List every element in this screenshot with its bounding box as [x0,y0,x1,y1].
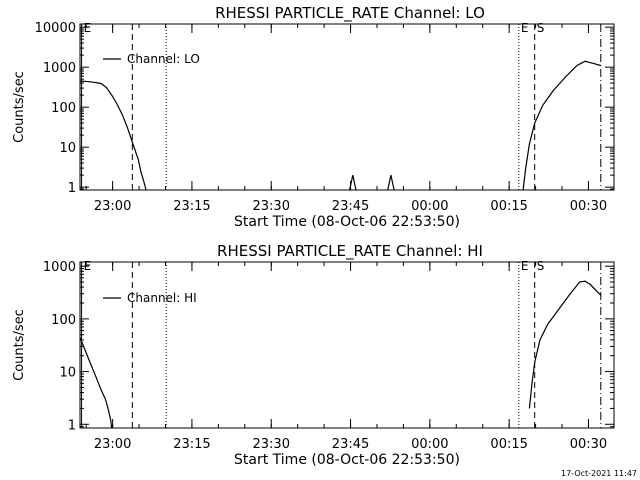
x-axis-ticks: 23:00 23:15 23:30 23:45 00:00 00:15 00:30 [85,24,607,214]
chart-title: RHESSI PARTICLE_RATE Channel: LO [215,4,485,23]
series-line [349,174,357,191]
x-axis-label: Start Time (08-Oct-06 22:53:50) [234,452,460,468]
y-axis-label: Counts/sec [12,309,27,381]
event-marker-label: E [521,259,529,273]
x-tick-label: 23:15 [173,199,210,214]
chart-panel-lo: RHESSI PARTICLE_RATE Channel: LO 1101001… [12,4,615,230]
series-line [528,280,602,409]
y-tick-label: 10000 [35,21,76,36]
chart-panel-hi: RHESSI PARTICLE_RATE Channel: HI 1101001… [12,242,615,468]
y-tick-label: 1000 [43,61,76,76]
legend-label: Channel: HI [127,291,197,305]
series-line [79,80,147,191]
x-tick-label: 23:00 [94,437,131,452]
y-axis-ticks: 1 10 100 1000 10000 [35,21,614,196]
x-tick-label: 23:45 [332,199,369,214]
legend: Channel: LO [103,52,200,66]
event-marker-label: E [521,21,529,35]
y-tick-label: 1000 [43,260,76,275]
series-line [522,60,601,191]
legend-label: Channel: LO [127,52,200,66]
y-tick-label: 1 [68,181,76,196]
x-axis-ticks: 23:00 23:15 23:30 23:45 00:00 00:15 00:30 [85,262,607,452]
x-tick-label: 23:30 [253,437,290,452]
legend: Channel: HI [103,291,197,305]
x-tick-label: 00:15 [490,199,527,214]
x-tick-label: 00:30 [570,199,607,214]
y-axis-label: Counts/sec [12,71,27,143]
event-marker-label: S [537,259,545,273]
event-marker-label: E [84,259,92,273]
y-tick-label: 100 [51,101,76,116]
series-line [79,336,113,429]
x-tick-label: 00:00 [411,199,448,214]
x-tick-label: 23:30 [253,199,290,214]
x-tick-label: 00:30 [570,437,607,452]
data-series [79,280,602,429]
footer-timestamp: 17-Oct-2021 11:47 [561,469,637,478]
x-tick-label: 00:00 [411,437,448,452]
plot-frame [79,261,615,429]
x-axis-label: Start Time (08-Oct-06 22:53:50) [234,214,460,230]
event-marker-label: E [84,21,92,35]
series-line [387,174,395,191]
y-tick-label: 10 [59,141,76,156]
event-marker-label: S [537,21,545,35]
chart-title: RHESSI PARTICLE_RATE Channel: HI [217,242,483,261]
data-series [79,60,601,191]
x-tick-label: 23:45 [332,437,369,452]
y-tick-label: 100 [51,313,76,328]
y-axis-ticks: 1 10 100 1000 [43,260,614,433]
x-tick-label: 23:15 [173,437,210,452]
x-tick-label: 00:15 [490,437,527,452]
y-tick-label: 1 [68,418,76,433]
x-tick-label: 23:00 [94,199,131,214]
plot-frame [79,23,615,191]
y-tick-label: 10 [59,366,76,381]
